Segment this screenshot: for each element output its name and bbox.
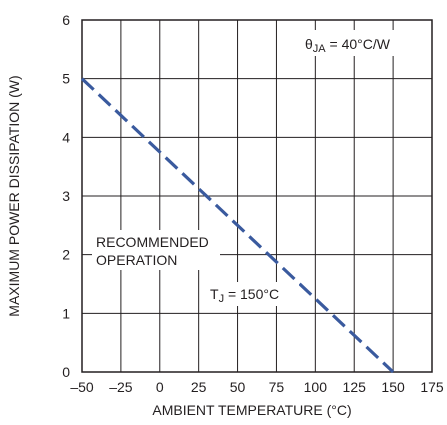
x-axis-ticks: –50 –25 0 25 50 75 100 125 150 175 — [70, 379, 444, 395]
theta-annotation-bg — [302, 30, 430, 56]
y-tick-label: 0 — [62, 364, 70, 380]
tj-annotation-bg — [207, 282, 299, 306]
grid-lines — [82, 20, 432, 372]
y-tick-label: 5 — [62, 71, 70, 87]
y-tick-label: 4 — [62, 129, 70, 145]
y-axis-ticks: 0 1 2 3 4 5 6 — [62, 12, 70, 380]
y-tick-label: 2 — [62, 247, 70, 263]
y-tick-label: 6 — [62, 12, 70, 28]
y-tick-label: 1 — [62, 305, 70, 321]
theta-annotation: θJA = 40°C/W — [305, 36, 391, 55]
series-layer — [80, 77, 395, 374]
recommended-annotation-bg — [92, 230, 220, 270]
x-tick-label: 50 — [230, 379, 246, 395]
x-tick-label: 0 — [156, 379, 164, 395]
x-tick-label: 175 — [420, 379, 444, 395]
series-line — [80, 77, 395, 374]
x-tick-label: 100 — [304, 379, 328, 395]
recommended-annotation-line2: OPERATION — [96, 252, 177, 268]
tj-annotation: TJ = 150°C — [210, 286, 279, 305]
y-axis-title: MAXIMUM POWER DISSIPATION (W) — [6, 75, 22, 316]
plot-frame — [81, 19, 433, 373]
x-tick-label: 75 — [269, 379, 285, 395]
y-tick-label: 3 — [62, 188, 70, 204]
x-tick-label: 150 — [381, 379, 405, 395]
recommended-annotation-line1: RECOMMENDED — [96, 234, 209, 250]
x-tick-label: 125 — [343, 379, 367, 395]
x-tick-label: –25 — [109, 379, 133, 395]
x-tick-label: 25 — [191, 379, 207, 395]
x-axis-title: AMBIENT TEMPERATURE (°C) — [152, 402, 351, 418]
x-tick-label: –50 — [70, 379, 94, 395]
